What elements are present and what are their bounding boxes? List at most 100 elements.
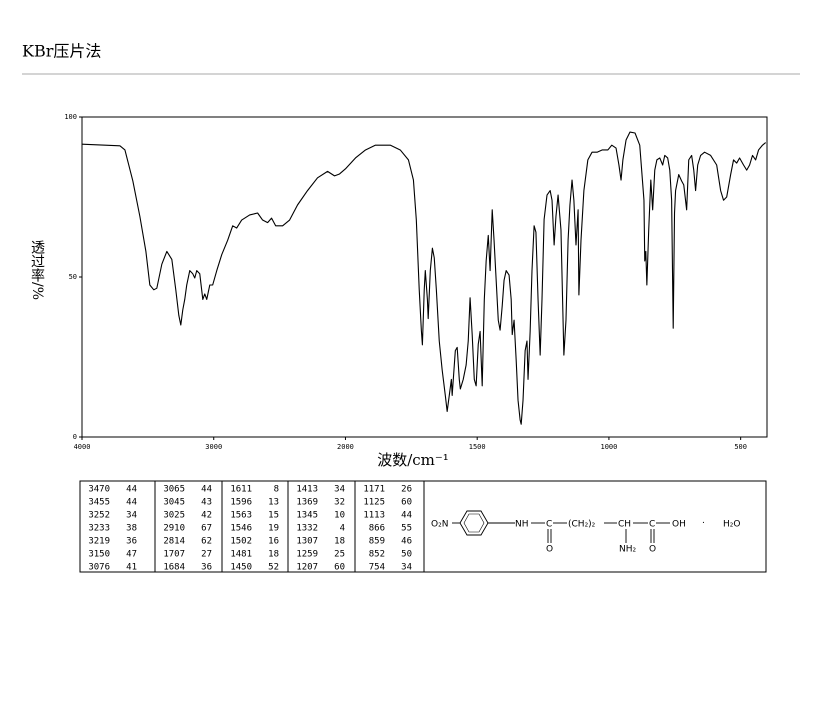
atom-label: H₂O: [723, 520, 740, 530]
table-transmittance: 25: [334, 550, 345, 560]
table-wavenumber: 859: [369, 537, 385, 547]
table-wavenumber: 852: [369, 550, 385, 560]
table-transmittance: 18: [334, 537, 345, 547]
table-transmittance: 44: [201, 485, 212, 495]
table-transmittance: 36: [126, 537, 137, 547]
table-wavenumber: 1113: [363, 511, 385, 521]
table-transmittance: 32: [334, 498, 345, 508]
x-tick-label: 4000: [74, 443, 91, 451]
y-tick-label: 0: [73, 433, 77, 441]
table-transmittance: 16: [268, 537, 279, 547]
table-transmittance: 19: [268, 524, 279, 534]
table-transmittance: 34: [401, 563, 412, 573]
table-transmittance: 13: [268, 498, 279, 508]
table-transmittance: 26: [401, 485, 412, 495]
table-wavenumber: 3252: [88, 511, 110, 521]
atom-label: CH: [618, 520, 631, 530]
table-wavenumber: 1345: [296, 511, 318, 521]
y-tick-label: 50: [69, 273, 77, 281]
y-axis-label: 透过率/%: [29, 240, 45, 300]
x-tick-label: 1000: [600, 443, 617, 451]
table-transmittance: 47: [126, 550, 137, 560]
table-wavenumber: 1259: [296, 550, 318, 560]
x-tick-label: 2000: [337, 443, 354, 451]
table-transmittance: 15: [268, 511, 279, 521]
table-wavenumber: 1684: [163, 563, 185, 573]
table-transmittance: 46: [401, 537, 412, 547]
table-wavenumber: 1502: [230, 537, 252, 547]
table-wavenumber: 3455: [88, 498, 110, 508]
page-title: KBr压片法: [22, 42, 101, 61]
table-wavenumber: 866: [369, 524, 385, 534]
table-transmittance: 4: [340, 524, 345, 534]
x-tick-label: 500: [734, 443, 747, 451]
table-transmittance: 10: [334, 511, 345, 521]
atom-label: C: [649, 520, 655, 530]
table-wavenumber: 3076: [88, 563, 110, 573]
atom-label: O: [546, 545, 553, 555]
table-wavenumber: 1207: [296, 563, 318, 573]
table-transmittance: 34: [334, 485, 345, 495]
y-tick-label: 100: [64, 113, 77, 121]
table-transmittance: 44: [401, 511, 412, 521]
atom-label: NH: [515, 520, 529, 530]
table-wavenumber: 3025: [163, 511, 185, 521]
table-wavenumber: 3150: [88, 550, 110, 560]
table-transmittance: 41: [126, 563, 137, 573]
table-transmittance: 43: [201, 498, 212, 508]
spectrum-line: [81, 131, 767, 425]
table-wavenumber: 3219: [88, 537, 110, 547]
table-wavenumber: 1596: [230, 498, 252, 508]
table-wavenumber: 754: [369, 563, 385, 573]
table-transmittance: 60: [334, 563, 345, 573]
table-transmittance: 52: [268, 563, 279, 573]
table-transmittance: 60: [401, 498, 412, 508]
table-wavenumber: 1450: [230, 563, 252, 573]
table-wavenumber: 3045: [163, 498, 185, 508]
table-transmittance: 18: [268, 550, 279, 560]
table-wavenumber: 2814: [163, 537, 185, 547]
atom-label: C: [546, 520, 552, 530]
table-transmittance: 44: [126, 498, 137, 508]
atom-label: O₂N: [431, 520, 448, 530]
table-wavenumber: 1171: [363, 485, 385, 495]
table-wavenumber: 1413: [296, 485, 318, 495]
table-transmittance: 42: [201, 511, 212, 521]
ring-inner: [463, 513, 485, 533]
table-wavenumber: 1481: [230, 550, 252, 560]
table-transmittance: 38: [126, 524, 137, 534]
table-wavenumber: 2910: [163, 524, 185, 534]
table-wavenumber: 1611: [230, 485, 252, 495]
table-transmittance: 67: [201, 524, 212, 534]
table-wavenumber: 3470: [88, 485, 110, 495]
table-wavenumber: 3065: [163, 485, 185, 495]
table-wavenumber: 3233: [88, 524, 110, 534]
x-axis-label: 波数/cm⁻¹: [377, 451, 449, 469]
table-wavenumber: 1707: [163, 550, 185, 560]
hydrate-dot: ·: [702, 519, 705, 529]
table-transmittance: 8: [274, 485, 279, 495]
table-transmittance: 44: [126, 485, 137, 495]
table-transmittance: 62: [201, 537, 212, 547]
atom-label: O: [649, 545, 656, 555]
table-wavenumber: 1546: [230, 524, 252, 534]
table-wavenumber: 1369: [296, 498, 318, 508]
table-transmittance: 50: [401, 550, 412, 560]
table-transmittance: 27: [201, 550, 212, 560]
table-frame: [79, 480, 767, 573]
atom-label: NH₂: [619, 545, 637, 555]
atom-label: (CH₂)₂: [568, 520, 596, 530]
x-tick-label: 1500: [469, 443, 486, 451]
table-wavenumber: 1307: [296, 537, 318, 547]
table-transmittance: 34: [126, 511, 137, 521]
structure: O₂N NH C O (CH₂)₂ CH NH₂ C O OH · H₂O: [431, 510, 740, 555]
table-wavenumber: 1563: [230, 511, 252, 521]
atom-label: OH: [672, 520, 686, 530]
x-tick-label: 3000: [205, 443, 222, 451]
table-wavenumber: 1332: [296, 524, 318, 534]
table-wavenumber: 1125: [363, 498, 385, 508]
table-transmittance: 55: [401, 524, 412, 534]
